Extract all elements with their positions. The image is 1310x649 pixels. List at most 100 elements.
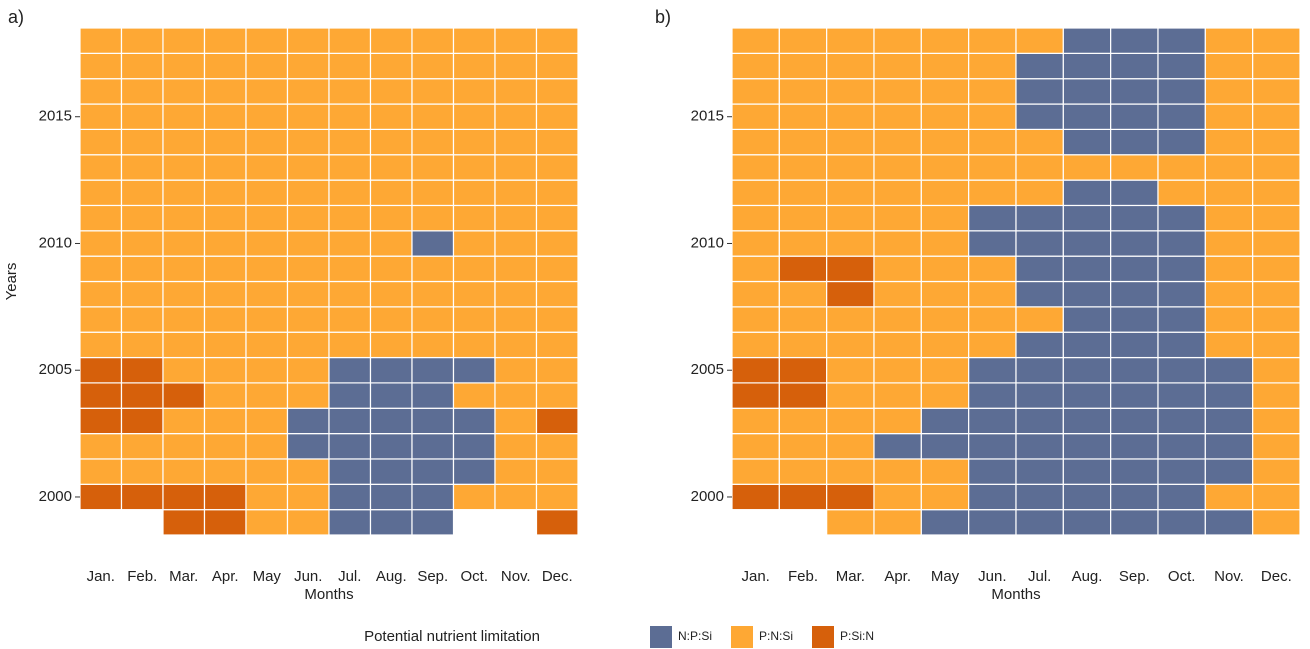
cell	[286, 306, 330, 333]
cell	[826, 382, 875, 409]
cell	[778, 433, 828, 460]
cell	[411, 204, 455, 232]
cell	[968, 179, 1017, 207]
cell	[1204, 407, 1254, 435]
cell	[731, 204, 780, 232]
cell	[1015, 52, 1064, 80]
cell	[826, 458, 875, 485]
cell	[920, 230, 970, 257]
cell	[1204, 255, 1254, 283]
cell	[245, 382, 289, 409]
y-tick-label: 2005	[691, 361, 724, 378]
cell	[494, 280, 538, 308]
cell	[494, 407, 538, 435]
cell	[778, 78, 828, 105]
x-tick-label: Feb.	[127, 568, 157, 585]
x-tick-label: Jun.	[978, 568, 1006, 585]
cell	[79, 103, 123, 131]
cell	[203, 179, 247, 207]
cell	[1157, 382, 1206, 409]
cell	[1204, 230, 1254, 257]
cell	[968, 154, 1017, 181]
legend-title: Potential nutrient limitation	[364, 628, 540, 645]
cell	[286, 382, 330, 409]
cell	[873, 509, 922, 536]
cell	[120, 179, 164, 207]
cell	[1204, 356, 1254, 384]
cell	[369, 204, 413, 232]
cell	[411, 128, 455, 156]
cell	[79, 407, 123, 435]
cell	[79, 433, 123, 460]
cell	[1252, 52, 1301, 80]
cell	[328, 280, 372, 308]
cell	[203, 306, 247, 333]
cell	[731, 154, 780, 181]
cell	[162, 52, 206, 80]
cell	[286, 483, 330, 511]
cell	[1062, 204, 1112, 232]
cell	[494, 78, 538, 105]
cell	[162, 458, 206, 485]
cell	[494, 382, 538, 409]
cell	[286, 407, 330, 435]
cell	[494, 255, 538, 283]
cell	[452, 103, 496, 131]
cell	[1252, 204, 1301, 232]
cell	[968, 483, 1017, 511]
cell	[452, 204, 496, 232]
cell	[1015, 230, 1064, 257]
x-tick-label: Sep.	[1119, 568, 1150, 585]
cell	[1204, 306, 1254, 333]
cell	[1252, 356, 1301, 384]
cell	[245, 255, 289, 283]
cell	[535, 509, 579, 536]
x-tick-label: Nov.	[501, 568, 531, 585]
cell	[920, 52, 970, 80]
cell	[535, 154, 579, 181]
cell	[1157, 458, 1206, 485]
cell	[494, 103, 538, 131]
cell	[286, 458, 330, 485]
cell	[1157, 128, 1206, 156]
cell	[920, 306, 970, 333]
cell	[1015, 78, 1064, 105]
cell	[920, 255, 970, 283]
cell	[369, 255, 413, 283]
cell	[203, 356, 247, 384]
cell	[245, 407, 289, 435]
cell	[328, 78, 372, 105]
cell	[494, 483, 538, 511]
cell	[1110, 204, 1159, 232]
cell	[731, 433, 780, 460]
cell	[120, 27, 164, 54]
cell	[1062, 382, 1112, 409]
cell	[162, 154, 206, 181]
cell	[79, 27, 123, 54]
cell	[826, 78, 875, 105]
cell	[826, 128, 875, 156]
cell	[411, 356, 455, 384]
cell	[203, 154, 247, 181]
cell	[79, 78, 123, 105]
cell	[1015, 306, 1064, 333]
cell	[968, 128, 1017, 156]
cell	[731, 382, 780, 409]
cell	[535, 407, 579, 435]
cell	[452, 331, 496, 359]
cell	[1062, 154, 1112, 181]
cell	[1204, 509, 1254, 536]
cell	[1110, 154, 1159, 181]
cell	[411, 103, 455, 131]
cell	[452, 255, 496, 283]
cell	[920, 27, 970, 54]
cell	[369, 306, 413, 333]
cell	[1157, 230, 1206, 257]
cell	[369, 230, 413, 257]
legend-key	[650, 626, 672, 648]
x-axis-title: Months	[304, 586, 353, 603]
cell	[494, 204, 538, 232]
cell	[731, 356, 780, 384]
cell	[1110, 356, 1159, 384]
